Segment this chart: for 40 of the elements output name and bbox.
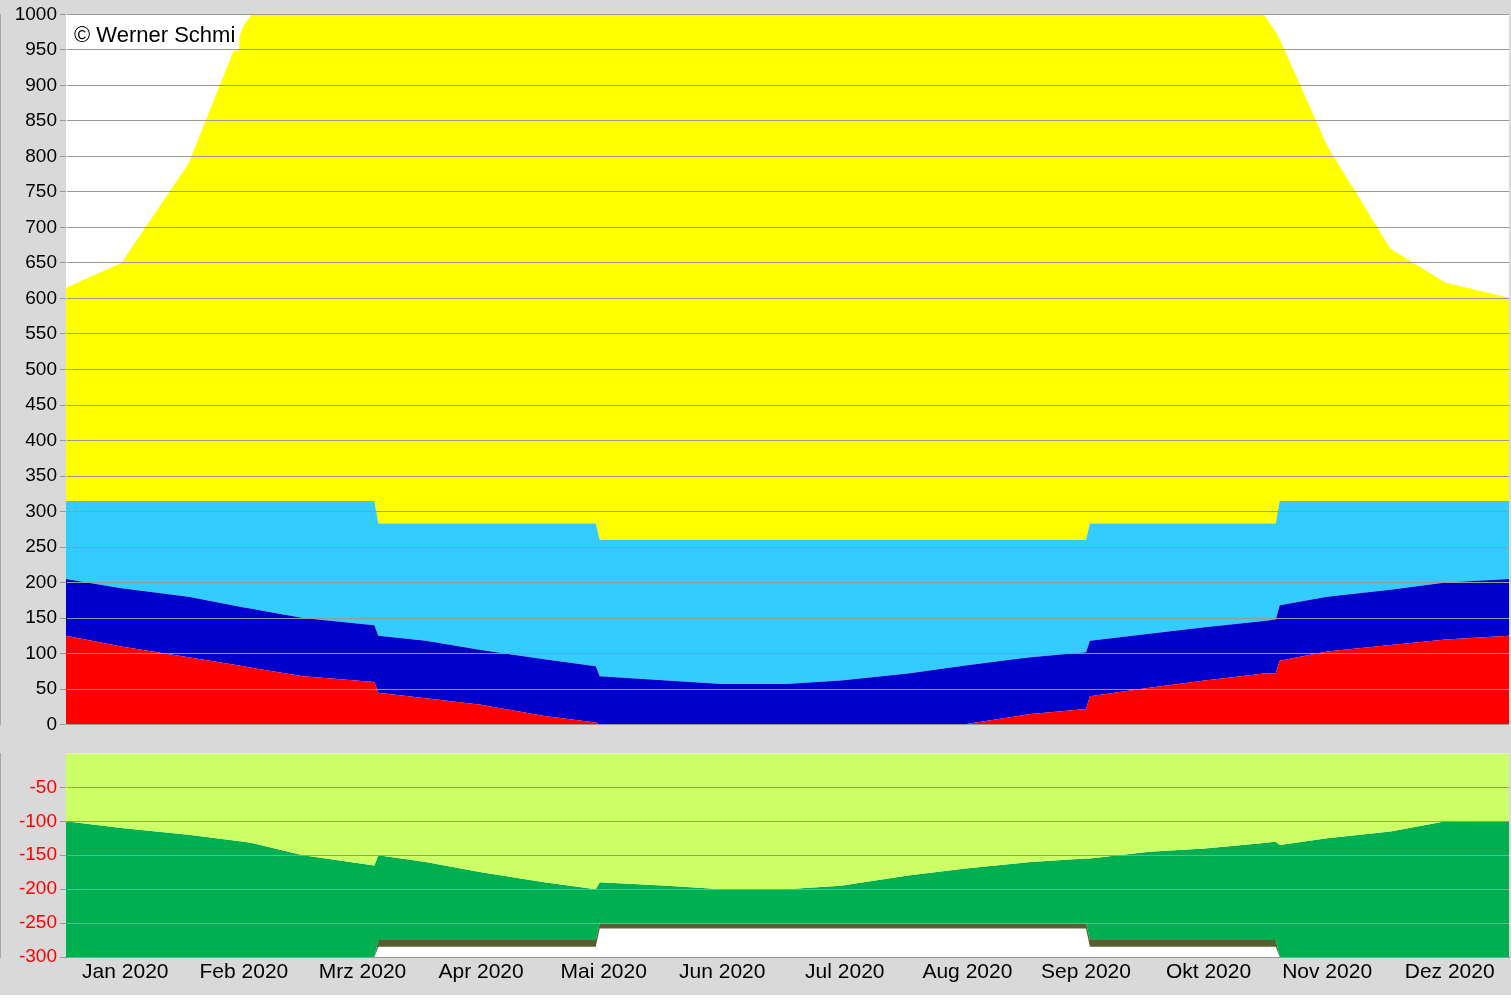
y-tick-label: 300 (25, 499, 57, 521)
y-tick-label: 950 (25, 38, 57, 60)
y-tick-label: 100 (25, 641, 57, 663)
x-tick-label: Okt 2020 (1165, 959, 1252, 983)
y-tick-label: 250 (25, 535, 57, 557)
y-tick-label: 650 (25, 251, 57, 273)
y-tick-label: 800 (25, 144, 57, 166)
y-tick-label: 500 (25, 357, 57, 379)
y-tick-label: 450 (25, 393, 57, 415)
x-tick-label: Jun 2020 (679, 959, 766, 983)
y-tick-label: 600 (25, 286, 57, 308)
y-tick-label: -50 (29, 775, 57, 797)
x-tick-label: Jan 2020 (82, 959, 169, 983)
y-tick-label: 850 (25, 109, 57, 131)
y-tick-label: -200 (18, 877, 57, 899)
y-tick-label: 1000 (14, 2, 57, 24)
x-tick-label: Dez 2020 (1404, 959, 1495, 983)
y-tick-label: -100 (18, 809, 57, 831)
y-tick-label: 550 (25, 322, 57, 344)
annotation: © Werner Schmi (74, 22, 236, 48)
x-tick-label: Mai 2020 (560, 959, 647, 983)
y-tick-label: 750 (25, 180, 57, 202)
y-tick-label: -300 (18, 945, 57, 967)
x-tick-label: Apr 2020 (438, 959, 524, 983)
y-tick-label: -150 (18, 843, 57, 865)
y-tick-label: 700 (25, 215, 57, 237)
y-tick-label: 150 (25, 606, 57, 628)
x-tick-label: Jul 2020 (805, 959, 885, 983)
x-tick-label: Sep 2020 (1041, 959, 1131, 983)
y-tick-label: 0 (46, 712, 57, 734)
y-tick-label: 200 (25, 570, 57, 592)
x-tick-label: Nov 2020 (1282, 959, 1373, 983)
x-tick-label: Aug 2020 (922, 959, 1013, 983)
y-tick-label: 900 (25, 73, 57, 95)
y-tick-label: 50 (35, 677, 57, 699)
y-tick-label: -250 (18, 911, 57, 933)
y-tick-label: 350 (25, 464, 57, 486)
y-tick-label: 400 (25, 428, 57, 450)
x-tick-label: Feb 2020 (199, 959, 289, 983)
x-tick-label: Mrz 2020 (318, 959, 407, 983)
